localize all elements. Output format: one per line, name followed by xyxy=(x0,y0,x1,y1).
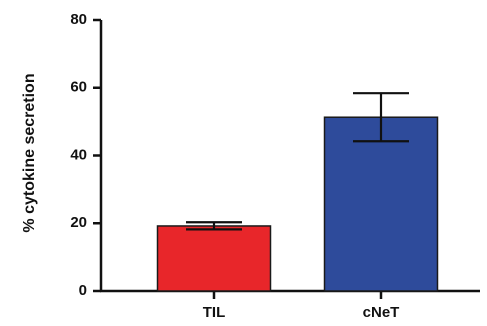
x-axis: TIL cNeT xyxy=(100,289,480,321)
y-tick-label: 80 xyxy=(70,11,87,28)
y-axis-title: % cytokine secretion xyxy=(21,73,38,232)
error-bars xyxy=(186,92,409,231)
bar-cnet xyxy=(323,116,439,292)
y-tick-label: 20 xyxy=(70,214,87,231)
y-tick-label: 0 xyxy=(79,282,87,299)
y-tick-label: 60 xyxy=(70,79,87,96)
x-tick-label-til: TIL xyxy=(203,304,226,321)
bars xyxy=(156,116,439,292)
y-tick-label: 40 xyxy=(70,146,87,163)
y-axis: 0 20 40 60 80 xyxy=(70,11,103,299)
x-tick-label-cnet: cNeT xyxy=(363,304,400,321)
bar-til xyxy=(156,225,272,292)
